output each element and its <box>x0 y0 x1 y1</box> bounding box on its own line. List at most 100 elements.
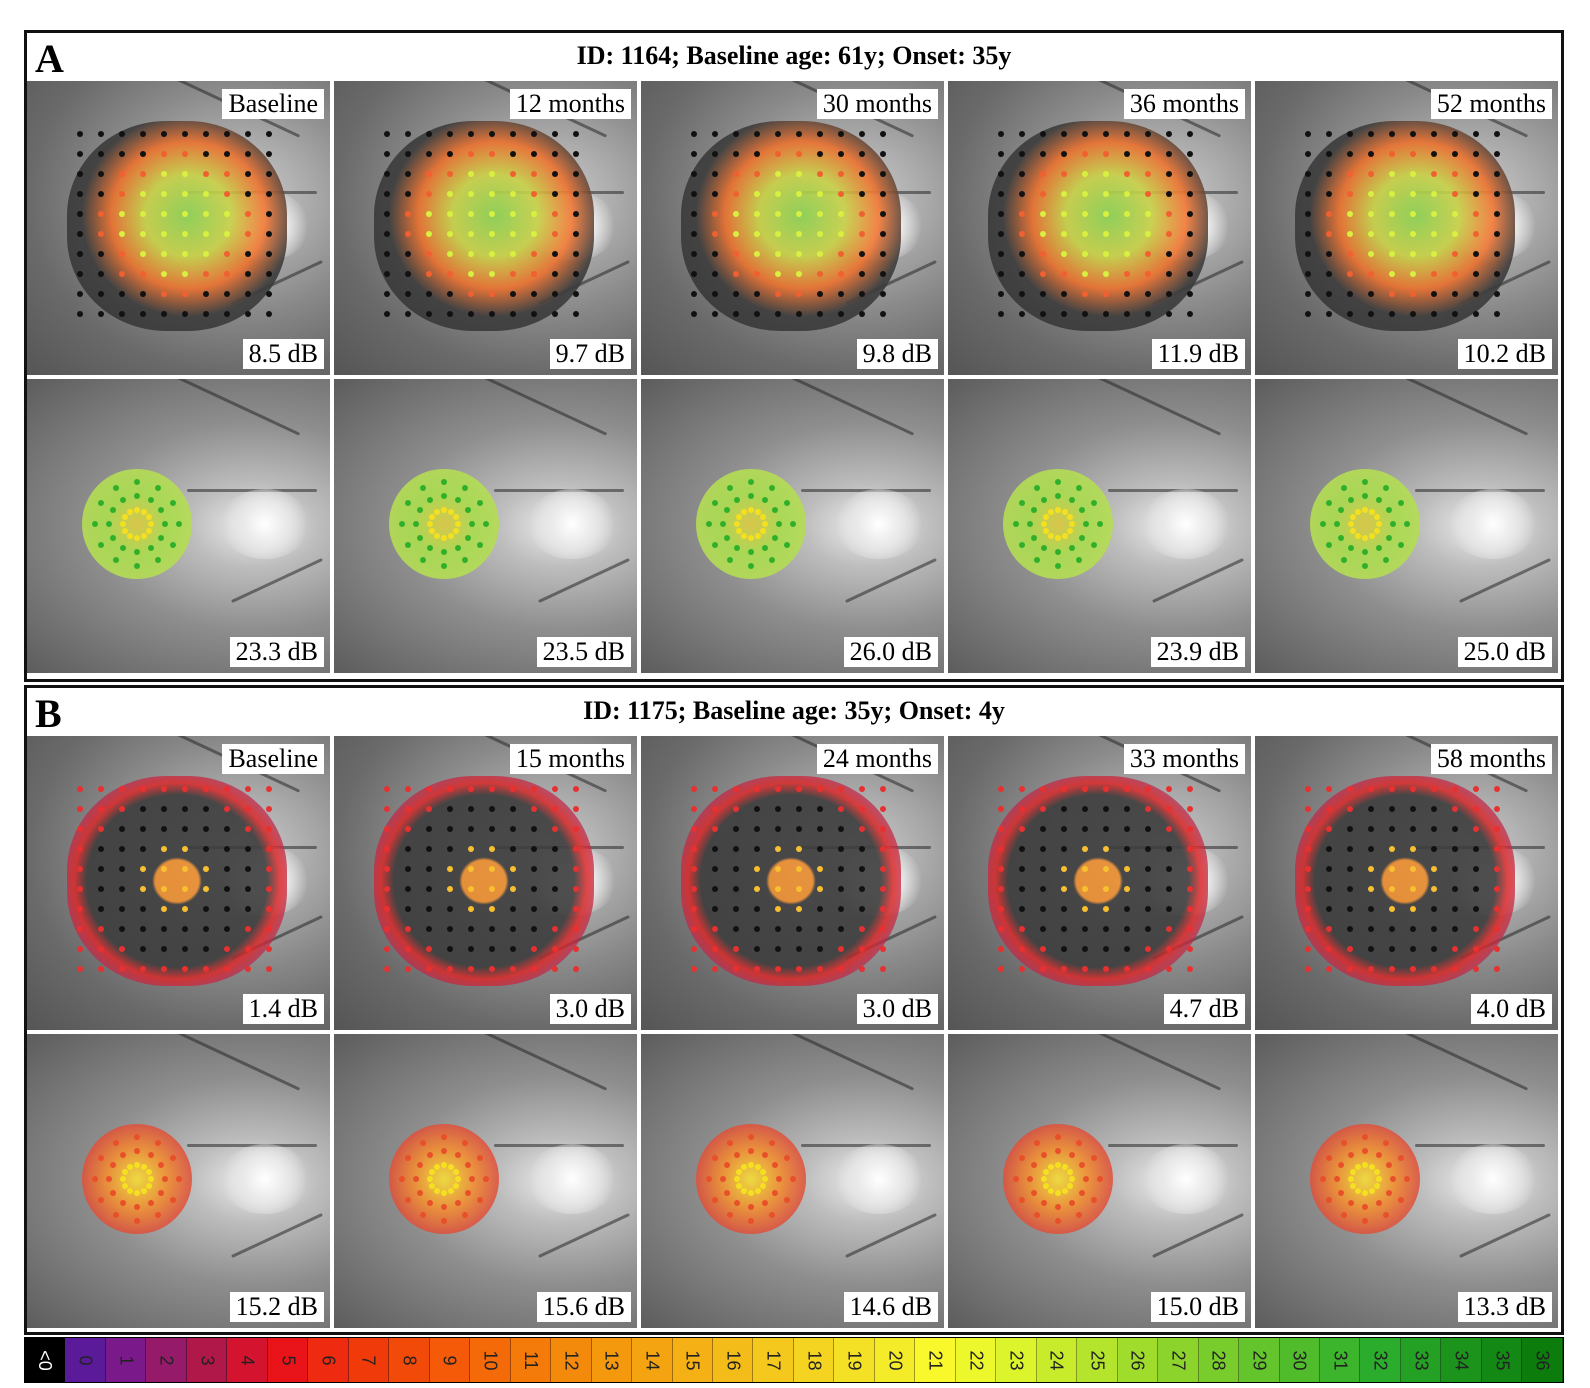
test-point <box>531 846 537 852</box>
test-point <box>720 1176 726 1182</box>
scale-cell: 9 <box>429 1338 471 1382</box>
test-point <box>1018 542 1025 548</box>
test-point <box>1452 926 1458 932</box>
test-point <box>98 926 104 932</box>
test-point <box>1452 886 1458 892</box>
scale-label: 17 <box>763 1349 784 1371</box>
test-point <box>1145 886 1151 892</box>
retinal-vessel <box>460 379 608 436</box>
test-point <box>1374 1183 1381 1189</box>
test-point <box>224 886 230 892</box>
test-point <box>447 806 453 812</box>
scale-label: <0 <box>35 1349 56 1371</box>
test-point <box>817 886 823 892</box>
test-point <box>1325 542 1332 548</box>
test-point <box>468 131 474 137</box>
test-point <box>1348 1151 1354 1158</box>
test-point <box>203 211 209 217</box>
test-point <box>1082 231 1088 237</box>
retinal-vessel <box>845 558 937 603</box>
test-point <box>1079 535 1086 541</box>
test-point <box>224 251 230 257</box>
test-point <box>1326 826 1332 832</box>
test-point <box>1404 1176 1410 1182</box>
test-point <box>1494 131 1500 137</box>
test-point <box>384 191 390 197</box>
test-point <box>1347 906 1353 912</box>
test-point <box>796 886 802 892</box>
test-point <box>1305 846 1311 852</box>
test-point <box>1326 211 1332 217</box>
test-point <box>754 171 760 177</box>
test-point <box>741 1163 747 1170</box>
test-point <box>455 545 461 552</box>
test-point <box>838 906 844 912</box>
test-point <box>1347 171 1353 177</box>
test-point <box>427 1200 433 1207</box>
test-point <box>146 1169 153 1175</box>
test-point <box>573 826 579 832</box>
test-point <box>1103 786 1109 792</box>
test-point <box>1124 251 1130 257</box>
mean-sensitivity-label: 23.9 dB <box>1150 637 1245 667</box>
test-point <box>447 826 453 832</box>
test-point <box>1452 966 1458 972</box>
test-point <box>1145 171 1151 177</box>
test-point <box>1452 151 1458 157</box>
test-point <box>1362 1148 1368 1154</box>
test-point <box>1048 1163 1054 1170</box>
test-point <box>224 271 230 277</box>
test-point <box>1398 1155 1405 1161</box>
test-point <box>1019 806 1025 812</box>
test-point <box>1030 1190 1037 1196</box>
test-point <box>790 521 796 527</box>
test-point <box>1103 211 1109 217</box>
test-point <box>1124 271 1130 277</box>
test-point <box>119 251 125 257</box>
test-point <box>754 251 760 257</box>
test-point <box>859 131 865 137</box>
test-point <box>1166 866 1172 872</box>
test-point <box>384 171 390 177</box>
test-point <box>1305 211 1311 217</box>
test-point <box>1145 926 1151 932</box>
test-point <box>1386 1162 1393 1168</box>
test-point <box>733 191 739 197</box>
test-point <box>119 311 125 317</box>
test-point <box>735 528 742 534</box>
test-point <box>1079 1162 1086 1168</box>
test-point <box>762 496 768 503</box>
test-point <box>1473 251 1479 257</box>
test-point <box>148 1200 154 1207</box>
test-point <box>453 1169 460 1175</box>
test-point <box>573 191 579 197</box>
test-point <box>775 271 781 277</box>
scale-label: 20 <box>885 1349 906 1371</box>
test-point <box>1494 886 1500 892</box>
test-point <box>1040 886 1046 892</box>
scale-cell: 19 <box>834 1338 875 1382</box>
test-point <box>1347 311 1353 317</box>
test-point <box>1348 1176 1354 1182</box>
test-point <box>510 191 516 197</box>
test-point <box>1341 484 1347 491</box>
test-point <box>405 231 411 237</box>
test-point <box>426 946 432 952</box>
tile-b-large-3: 33 months 4.7 dB <box>948 736 1251 1030</box>
test-point <box>447 131 453 137</box>
test-point <box>998 151 1004 157</box>
mean-sensitivity-label: 23.5 dB <box>536 637 631 667</box>
test-point <box>733 966 739 972</box>
mean-sensitivity-label: 4.0 dB <box>1470 994 1552 1024</box>
test-point <box>1376 1176 1382 1182</box>
scale-cell: 3 <box>186 1338 228 1382</box>
test-point <box>140 926 146 932</box>
test-point <box>148 1151 154 1158</box>
test-point <box>134 563 140 569</box>
test-point <box>1494 786 1500 792</box>
test-point <box>447 291 453 297</box>
scale-cell: 27 <box>1158 1338 1199 1382</box>
test-point <box>447 151 453 157</box>
test-point <box>1040 826 1046 832</box>
test-point <box>1452 866 1458 872</box>
